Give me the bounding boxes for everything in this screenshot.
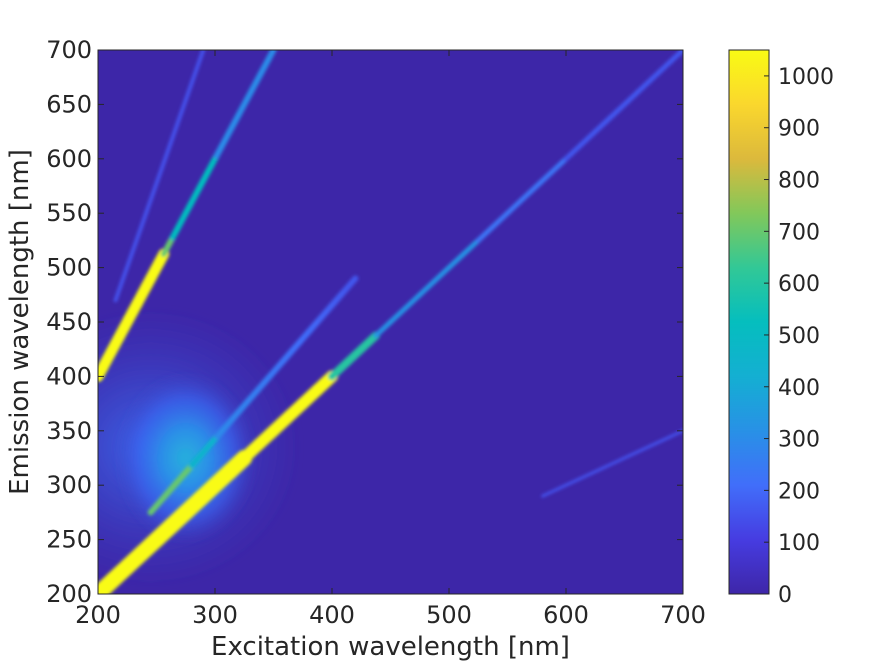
y-tick-label: 450 [46, 308, 92, 336]
y-tick-label: 500 [46, 254, 92, 282]
y-tick-label: 700 [46, 36, 92, 64]
colorbar-tick-label: 200 [778, 479, 820, 504]
colorbar-ticks: 0 100 200 300 400 500 600 700 800 900 1000 [764, 65, 834, 608]
raman-2nd-order-band [113, 50, 206, 303]
colorbar-frame [728, 49, 770, 595]
x-tick-label: 600 [543, 601, 589, 629]
colorbar: 0 100 200 300 400 500 600 700 800 900 1000 [728, 49, 834, 608]
colorbar-tick-label: 800 [778, 169, 820, 194]
plot-area [97, 49, 684, 595]
x-tick-label: 700 [660, 601, 706, 629]
x-tick-label: 400 [309, 601, 355, 629]
contour-layer [98, 50, 683, 594]
third-order-scatter-band [541, 429, 683, 498]
colorbar-tick-label: 100 [778, 531, 820, 556]
colorbar-tick-label: 1000 [778, 65, 834, 90]
y-tick-label: 250 [46, 526, 92, 554]
x-tick-label: 500 [426, 601, 472, 629]
x-axis: 200 300 400 500 600 700 [75, 50, 706, 629]
raman-1st-order-band [147, 275, 359, 516]
colorbar-tick-label: 400 [778, 376, 820, 401]
y-axis: 200 250 300 350 400 450 500 550 600 650 700 [46, 36, 683, 608]
y-tick-label: 400 [46, 362, 92, 390]
colorbar-tick-label: 700 [778, 220, 820, 245]
x-tick-label: 200 [75, 601, 121, 629]
y-tick-label: 600 [46, 145, 92, 173]
y-tick-label: 300 [46, 471, 92, 499]
colorbar-tick-label: 900 [778, 117, 820, 142]
colorbar-tick-label: 0 [778, 583, 792, 608]
y-tick-label: 550 [46, 199, 92, 227]
colorbar-gradient [729, 50, 769, 594]
x-tick-label: 300 [192, 601, 238, 629]
colorbar-tick-label: 300 [778, 428, 820, 453]
x-axis-title: Excitation wavelength [nm] [211, 632, 570, 662]
colorbar-tick-label: 600 [778, 272, 820, 297]
rayleigh-1st-order-band [98, 50, 683, 594]
y-tick-label: 350 [46, 417, 92, 445]
colorbar-tick-label: 500 [778, 324, 820, 349]
y-tick-label: 200 [46, 580, 92, 608]
fluorescence-peak [115, 373, 256, 543]
y-tick-label: 650 [46, 90, 92, 118]
rayleigh-2nd-order-band [98, 50, 277, 382]
y-axis-title: Emission wavelength [nm] [5, 149, 35, 495]
